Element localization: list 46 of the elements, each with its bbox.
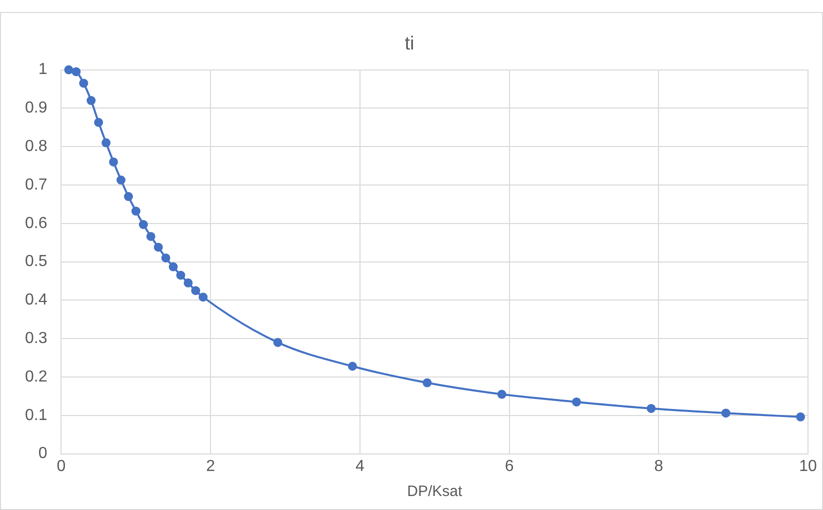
y-tick-label: 0.1 xyxy=(24,406,48,424)
point xyxy=(124,192,133,202)
point xyxy=(109,157,118,166)
chart-title: ti xyxy=(404,34,414,55)
point xyxy=(131,206,140,216)
y-tick-label: 0.2 xyxy=(24,368,48,386)
x-tick-label: 0 xyxy=(56,458,66,475)
x-tick-label: 8 xyxy=(654,458,664,475)
point xyxy=(138,220,148,230)
point xyxy=(79,78,88,88)
y-tick-label: 0.7 xyxy=(24,176,48,194)
point xyxy=(64,65,74,74)
point xyxy=(146,232,156,241)
point xyxy=(572,397,582,406)
y-tick-label: 0.9 xyxy=(24,100,48,117)
point xyxy=(176,270,186,280)
point xyxy=(184,278,193,288)
x-axis-title: DP/Ksat xyxy=(407,483,463,500)
x-tick-label: 6 xyxy=(504,458,514,475)
point xyxy=(116,176,126,185)
point xyxy=(796,412,806,422)
y-tick-label: 0 xyxy=(38,445,48,462)
point xyxy=(198,292,208,302)
point xyxy=(168,262,178,272)
point xyxy=(646,404,656,413)
x-tick-label: 2 xyxy=(206,458,216,475)
point xyxy=(348,362,357,371)
point xyxy=(102,138,111,148)
y-tick-label: 0.8 xyxy=(24,138,48,156)
x-tick-label: 4 xyxy=(355,458,364,475)
y-tick-label: 0.6 xyxy=(24,214,48,232)
point xyxy=(154,242,163,252)
y-tick-label: 0.4 xyxy=(24,292,48,309)
point xyxy=(94,118,104,127)
x-tick-label: 10 xyxy=(799,458,817,475)
y-tick-label: 0.3 xyxy=(24,330,48,348)
point xyxy=(721,408,730,418)
point xyxy=(273,338,282,347)
point xyxy=(191,286,200,296)
y-tick-label: 1 xyxy=(38,61,48,78)
y-tick-label: 0.5 xyxy=(24,253,48,270)
point xyxy=(72,67,81,76)
point xyxy=(161,253,170,262)
point xyxy=(86,96,96,106)
point xyxy=(497,390,506,399)
point xyxy=(422,378,432,388)
